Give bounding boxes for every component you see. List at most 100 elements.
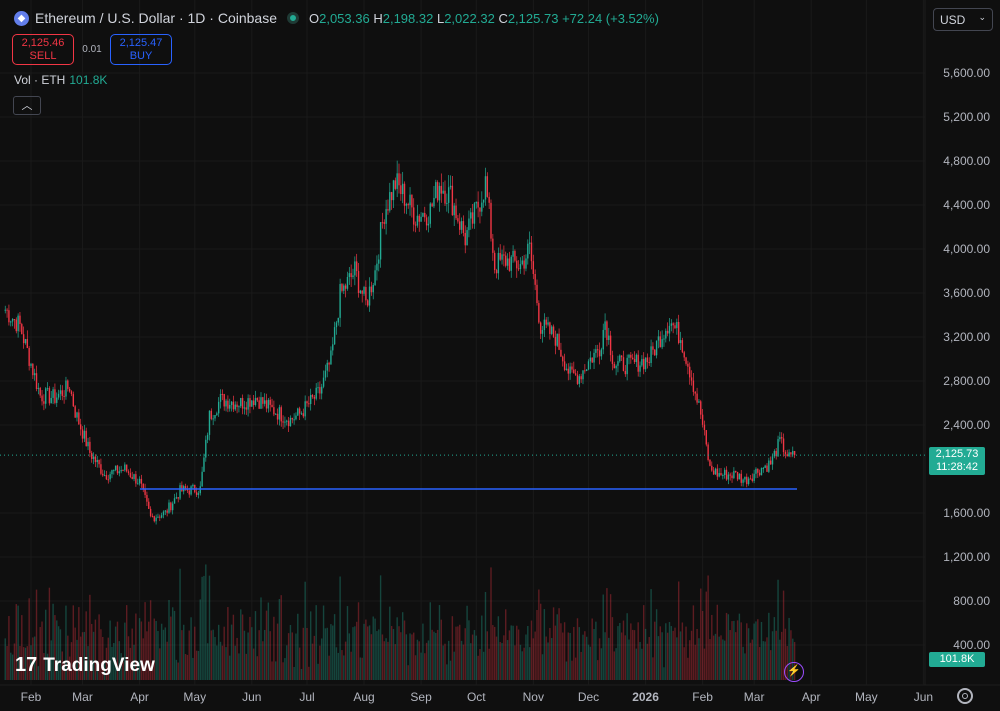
volume-bar — [464, 628, 466, 680]
volume-bar — [137, 662, 139, 680]
candle-body — [528, 242, 531, 244]
volume-bar — [523, 647, 525, 680]
candle-body — [276, 413, 279, 420]
candle-body — [626, 357, 628, 375]
y-tick-label: 3,200.00 — [943, 330, 990, 344]
candle-body — [333, 327, 336, 345]
volume-bar — [72, 605, 75, 680]
candle-body — [131, 476, 133, 479]
candle-body — [424, 212, 426, 218]
volume-bar — [736, 620, 739, 680]
volume-bar — [365, 619, 367, 680]
candle-body — [444, 190, 446, 204]
volume-bar — [425, 642, 428, 680]
volume-bar — [749, 642, 752, 680]
candle-body — [230, 401, 233, 406]
candle-body — [532, 261, 535, 274]
candle-body — [453, 205, 455, 216]
volume-bar — [552, 607, 555, 680]
volume-bar — [751, 639, 753, 680]
y-tick-label: 3,600.00 — [943, 286, 990, 300]
volume-bar — [313, 635, 316, 680]
candle-body — [46, 388, 49, 390]
tradingview-logo[interactable]: 17 TradingView — [15, 654, 155, 676]
volume-bar — [372, 616, 374, 680]
candle-body — [368, 286, 371, 306]
settings-icon[interactable] — [957, 688, 973, 704]
candle-body — [591, 357, 593, 363]
candle-body — [111, 470, 113, 475]
volume-bar — [468, 620, 470, 680]
volume-bar — [118, 641, 121, 680]
candle-body — [554, 336, 557, 346]
volume-bar — [731, 621, 733, 680]
trade-panel: 2,125.46 SELL 0.01 2,125.47 BUY — [12, 34, 172, 65]
sell-button[interactable]: 2,125.46 SELL — [12, 34, 74, 65]
volume-bar — [37, 666, 40, 680]
volume-bar — [681, 622, 684, 680]
volume-bar — [122, 661, 124, 680]
candle-body — [315, 387, 317, 399]
volume-bar — [471, 634, 474, 680]
candle-body — [10, 321, 12, 323]
volume-bar — [173, 610, 176, 680]
volume-bar — [493, 626, 496, 680]
candle-body — [685, 357, 687, 364]
candle-body — [206, 434, 209, 440]
candle-body — [431, 203, 433, 207]
volume-bar — [26, 646, 29, 680]
candle-body — [689, 366, 691, 378]
volume-bar — [81, 632, 84, 680]
candle-body — [681, 340, 684, 353]
candle-body — [354, 261, 356, 276]
sparkle-icon[interactable]: ⚡ — [784, 662, 804, 682]
candle-body — [420, 216, 422, 222]
volume-bar — [447, 640, 450, 680]
candle-body — [59, 390, 62, 394]
volume-bar — [210, 630, 213, 680]
volume-bar — [190, 617, 192, 680]
volume-bar — [554, 625, 557, 680]
candle-body — [76, 412, 78, 418]
volume-bar — [223, 626, 225, 680]
candle-body — [523, 260, 525, 269]
volume-bar — [536, 609, 538, 680]
candle-body — [782, 438, 785, 453]
chevron-up-icon[interactable]: ︿ — [13, 96, 41, 115]
volume-bar — [70, 642, 73, 680]
candle-body — [197, 493, 200, 495]
volume-bar — [773, 617, 776, 680]
candle-body — [747, 478, 750, 485]
candle-body — [517, 268, 520, 270]
candle-body — [538, 303, 540, 323]
volume-bar — [595, 621, 597, 680]
candle-body — [427, 223, 430, 226]
volume-bar — [344, 641, 347, 680]
candle-body — [326, 362, 328, 371]
volume-bar — [650, 589, 652, 680]
candle-body — [170, 502, 172, 511]
candle-body — [764, 465, 766, 468]
volume-bar — [486, 631, 489, 680]
volume-bar — [685, 626, 687, 680]
candle-body — [240, 398, 242, 407]
currency-select[interactable]: USD ⌄ — [933, 8, 993, 31]
candle-body — [396, 173, 398, 189]
candle-body — [50, 397, 52, 404]
volume-bar — [138, 618, 141, 680]
candle-body — [45, 388, 47, 404]
candle-body — [376, 263, 378, 271]
candle-body — [308, 403, 310, 405]
volume-bar — [637, 622, 639, 680]
candle-body — [442, 190, 444, 194]
candle-body — [729, 474, 731, 476]
candle-body — [33, 373, 36, 376]
candle-body — [650, 346, 652, 363]
volume-bar — [238, 653, 240, 680]
candle-body — [493, 252, 496, 271]
y-tick-label: 5,600.00 — [943, 66, 990, 80]
candle-body — [85, 430, 87, 447]
symbol-title[interactable]: Ethereum / U.S. Dollar · 1D · Coinbase — [35, 10, 277, 26]
buy-button[interactable]: 2,125.47 BUY — [110, 34, 172, 65]
